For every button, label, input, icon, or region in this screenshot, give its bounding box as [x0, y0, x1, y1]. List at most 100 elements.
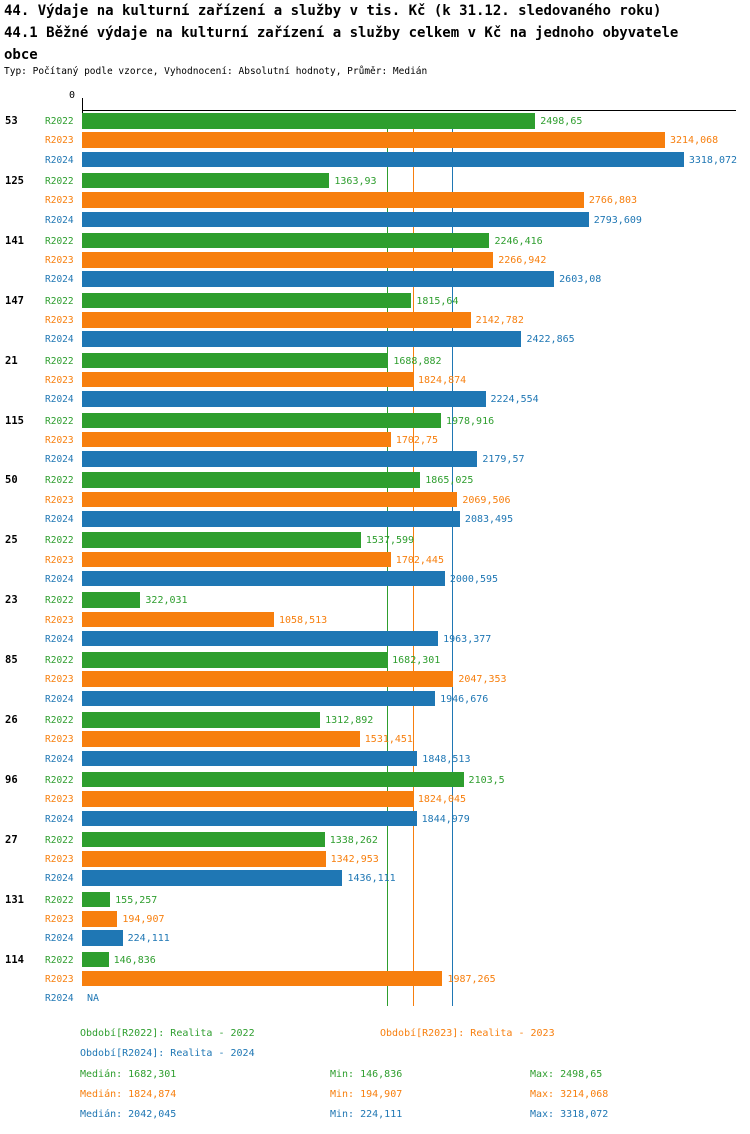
stat-max-r2022: Max: 2498,65	[530, 1069, 603, 1080]
series-row-label: R2024	[45, 813, 74, 825]
bar-value-label: 1815,64	[416, 295, 459, 307]
bar-value-label: 2498,65	[540, 116, 583, 127]
bar-value-label: 155,257	[115, 894, 158, 906]
bar-value-label: 2069,506	[462, 494, 511, 506]
bar-value-label: 1824,045	[417, 794, 467, 806]
bar-value-label: 1978,916	[445, 415, 495, 427]
series-row-label: R2023	[45, 734, 74, 746]
bar-value-label: 2246,416	[494, 235, 543, 247]
category-label: 114	[5, 953, 24, 966]
bar	[82, 472, 421, 488]
series-row-label: R2024	[45, 693, 74, 705]
bar-value-label: 1963,377	[443, 633, 492, 645]
bar	[82, 791, 413, 807]
series-row-label: R2023	[45, 135, 74, 147]
bar	[82, 911, 118, 927]
series-row-label: R2023	[45, 614, 74, 626]
chart-title-line1: 44. Výdaje na kulturní zařízení a služby…	[4, 3, 662, 19]
series-row-label: R2023	[45, 494, 74, 506]
bar	[82, 652, 388, 668]
chart-title-line2: 44.1 Běžné výdaje na kulturní zařízení a…	[4, 25, 679, 41]
bar-value-label: 2422,865	[526, 334, 575, 346]
series-row-label: R2023	[45, 434, 74, 446]
series-row-label: R2022	[45, 774, 74, 786]
category-label: 21	[5, 354, 18, 367]
bar	[82, 292, 412, 309]
bar-value-label: 2103,5	[468, 774, 505, 786]
bar	[82, 491, 458, 508]
series-row-label: R2022	[45, 116, 74, 127]
series-row-label: R2022	[45, 235, 74, 247]
bar	[82, 371, 413, 388]
category-label: 125	[5, 174, 24, 187]
series-row-label: R2022	[45, 834, 74, 846]
bar	[82, 511, 460, 527]
bar	[82, 113, 536, 129]
series-row-label: R2024	[45, 573, 74, 585]
bar	[82, 690, 436, 707]
category-label: 131	[5, 893, 24, 906]
bar	[82, 412, 441, 428]
legend-item-r2023: Období[R2023]: Realita - 2023	[380, 1028, 555, 1039]
series-row-label: R2024	[45, 633, 74, 645]
series-row-label: R2022	[45, 475, 74, 487]
series-row-label: R2022	[45, 175, 74, 187]
series-row-label: R2024	[45, 334, 74, 346]
series-row-label: R2024	[45, 514, 74, 525]
bar-value-label: 2179,57	[482, 454, 525, 466]
series-row-label: R2023	[45, 794, 74, 806]
bar	[82, 771, 464, 788]
bar	[82, 172, 330, 189]
legend-item-r2022: Období[R2022]: Realita - 2022	[80, 1028, 255, 1039]
bar	[82, 592, 141, 608]
bar-value-label: 2000,595	[449, 573, 499, 585]
bar-value-label: 1312,892	[325, 715, 374, 726]
median-line-r2024	[452, 113, 454, 1006]
bar-value-label: 2266,942	[498, 255, 547, 267]
series-row-label: R2024	[45, 933, 74, 945]
bar-value-label: 2083,495	[464, 514, 514, 525]
bar-value-label: 146,836	[113, 954, 156, 966]
bar	[82, 750, 418, 767]
legend-item-r2024: Období[R2024]: Realita - 2024	[80, 1048, 255, 1059]
bar-value-label: 1848,513	[422, 753, 471, 765]
bar	[82, 431, 391, 448]
bar-value-label: 194,907	[122, 914, 165, 925]
bar	[82, 630, 439, 647]
bar-value-label: 224,111	[127, 933, 170, 945]
bar-value-label: 2224,554	[490, 394, 539, 406]
x-axis-tick	[82, 98, 83, 114]
series-row-label: R2022	[45, 295, 74, 307]
series-row-label: R2022	[45, 715, 74, 726]
series-row-label: R2023	[45, 374, 74, 386]
series-row-label: R2023	[45, 195, 74, 207]
series-row-label: R2022	[45, 355, 74, 367]
series-row-label: R2024	[45, 214, 74, 226]
bar-value-label: 1688,882	[393, 355, 442, 367]
series-row-label: R2023	[45, 854, 74, 866]
bar-value-label: 2766,803	[588, 195, 638, 207]
bar-value-label: 1537,599	[365, 535, 415, 547]
bar	[82, 252, 494, 268]
x-axis-line	[82, 110, 736, 111]
chart-title-line3: obce	[4, 47, 38, 63]
bar	[82, 391, 486, 407]
bar	[82, 551, 391, 568]
stat-median-r2023: Medián: 1824,874	[80, 1089, 177, 1100]
category-label: 141	[5, 234, 24, 247]
series-row-label: R2023	[45, 973, 74, 985]
bar-value-label: NA	[87, 993, 100, 1005]
bar	[82, 271, 555, 287]
bar-value-label: 3318,072	[688, 154, 738, 166]
bar-value-label: 1702,75	[395, 434, 439, 446]
bar-value-label: 2603,08	[559, 274, 602, 286]
series-row-label: R2024	[45, 394, 74, 406]
series-row-label: R2022	[45, 954, 74, 966]
bar	[82, 671, 454, 687]
category-label: 115	[5, 414, 24, 427]
bar-value-label: 1702,445	[395, 554, 444, 566]
bar	[82, 891, 111, 908]
bar	[82, 870, 343, 886]
